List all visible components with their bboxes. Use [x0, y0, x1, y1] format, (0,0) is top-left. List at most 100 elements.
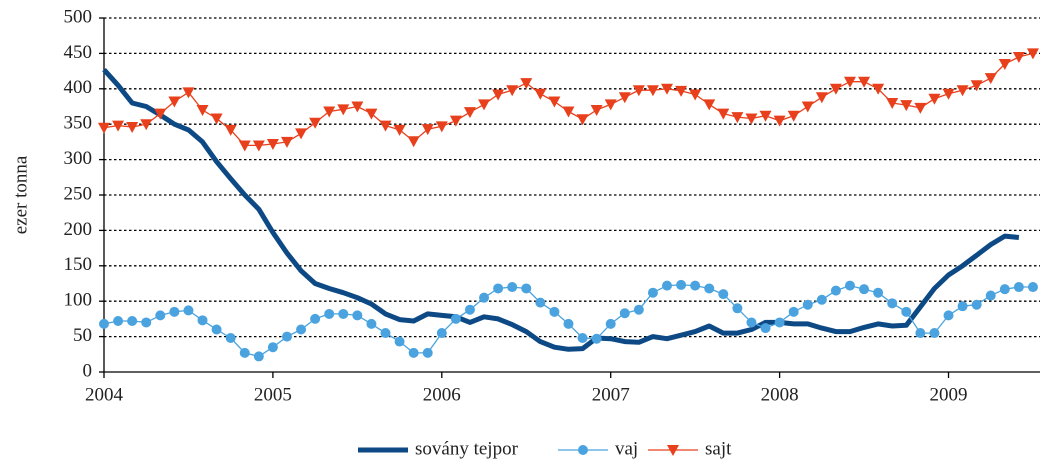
- point: [506, 85, 519, 97]
- point: [295, 128, 308, 140]
- point: [337, 104, 350, 116]
- point: [210, 113, 223, 125]
- point: [957, 301, 968, 312]
- y-tick-label: 500: [64, 6, 93, 27]
- point: [970, 80, 983, 92]
- point: [211, 324, 222, 335]
- point: [732, 303, 743, 314]
- point: [956, 85, 969, 97]
- point: [98, 122, 110, 134]
- point: [914, 102, 927, 114]
- point: [943, 310, 954, 321]
- point: [816, 294, 827, 305]
- point: [915, 328, 926, 339]
- point: [168, 96, 181, 108]
- point: [252, 140, 265, 152]
- point: [604, 99, 617, 111]
- point: [141, 317, 152, 328]
- point: [1013, 282, 1024, 293]
- point: [830, 285, 841, 296]
- y-tick-label: 0: [83, 360, 93, 381]
- point: [929, 328, 940, 339]
- point: [238, 140, 251, 152]
- point: [1012, 51, 1025, 63]
- series: [102, 68, 1020, 352]
- x-tick-label: 2004: [85, 384, 124, 405]
- point: [493, 283, 504, 294]
- point: [492, 89, 505, 101]
- point: [859, 284, 870, 295]
- point: [618, 92, 631, 104]
- x-tick-label: 2006: [423, 384, 461, 405]
- y-tick-label: 400: [64, 77, 93, 98]
- point: [296, 324, 307, 335]
- point: [704, 283, 715, 294]
- point: [815, 92, 828, 104]
- point: [463, 107, 476, 119]
- point: [479, 292, 490, 303]
- point: [900, 100, 913, 112]
- point: [154, 108, 167, 120]
- series-line: [102, 68, 1020, 352]
- point: [112, 120, 125, 132]
- point: [239, 347, 250, 358]
- point: [155, 310, 166, 321]
- legend-marker: [578, 445, 588, 455]
- point: [662, 280, 673, 291]
- point: [563, 318, 574, 329]
- point: [324, 308, 335, 319]
- point: [562, 106, 575, 118]
- point: [421, 124, 434, 136]
- point: [801, 101, 814, 113]
- point: [338, 308, 349, 319]
- point: [886, 97, 899, 109]
- point: [901, 306, 912, 317]
- point: [310, 313, 321, 324]
- point: [352, 310, 363, 321]
- point: [676, 279, 687, 290]
- x-tick-label: 2007: [592, 384, 630, 405]
- point: [858, 76, 871, 88]
- point: [647, 287, 658, 298]
- point: [745, 113, 758, 125]
- point: [675, 85, 688, 97]
- point: [380, 328, 391, 339]
- point: [224, 124, 237, 136]
- point: [605, 318, 616, 329]
- point: [366, 318, 377, 329]
- point: [281, 331, 292, 342]
- point: [548, 96, 561, 108]
- point: [183, 305, 194, 316]
- point: [225, 333, 236, 344]
- point: [887, 298, 898, 309]
- point: [323, 106, 336, 118]
- point: [718, 289, 729, 300]
- point: [309, 117, 322, 129]
- y-tick-label: 150: [64, 254, 93, 275]
- point: [549, 306, 560, 317]
- legend-marker: [667, 445, 679, 456]
- legend-label: sovány tejpor: [415, 438, 519, 459]
- point: [703, 99, 716, 111]
- point: [365, 108, 378, 120]
- point: [717, 108, 730, 120]
- point: [113, 316, 124, 327]
- point: [449, 115, 462, 127]
- point: [843, 76, 856, 88]
- point: [507, 282, 518, 293]
- y-tick-label: 350: [64, 113, 93, 134]
- point: [802, 299, 813, 310]
- y-axis-label: ezer tonna: [10, 155, 31, 234]
- point: [408, 347, 419, 358]
- point: [422, 347, 433, 358]
- y-tick-label: 100: [64, 290, 93, 311]
- point: [478, 99, 491, 111]
- point: [829, 83, 842, 95]
- point: [690, 280, 701, 291]
- point: [928, 93, 941, 105]
- point: [127, 316, 138, 327]
- point: [788, 306, 799, 317]
- point: [521, 283, 532, 294]
- point: [872, 83, 885, 95]
